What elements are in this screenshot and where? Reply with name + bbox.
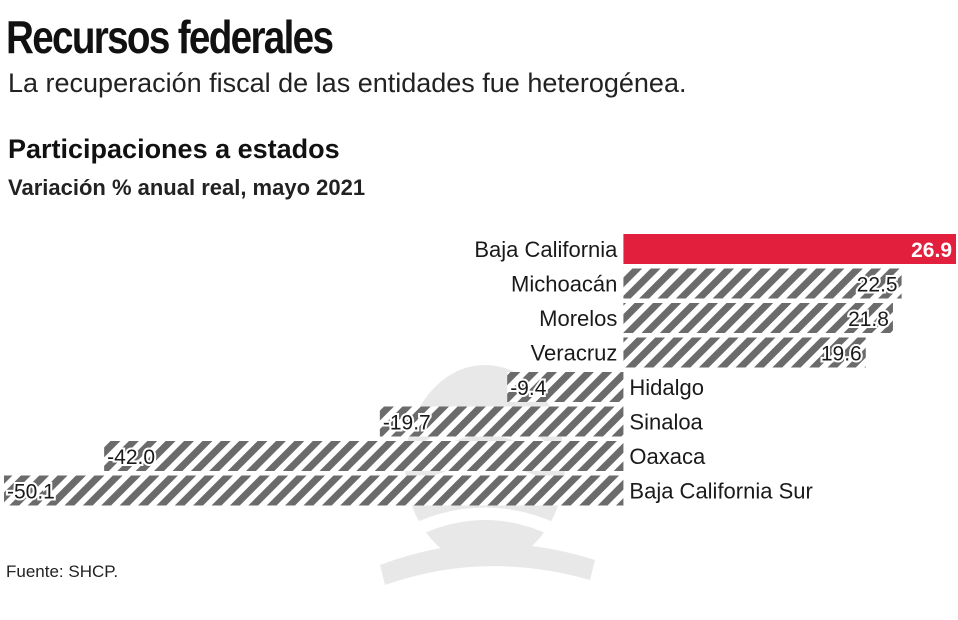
bar-baja-california-sur (4, 475, 624, 506)
value-label: -19.7 (383, 412, 431, 435)
category-label: Baja California Sur (629, 479, 812, 504)
bar-michoacán (623, 268, 902, 299)
value-label: -50.1 (7, 481, 55, 504)
category-label: Baja California (474, 237, 618, 262)
value-label: -9.4 (510, 377, 547, 400)
category-label: Sinaloa (629, 410, 703, 435)
category-label: Hidalgo (629, 375, 704, 400)
category-label: Veracruz (531, 341, 618, 366)
source-note: Fuente: SHCP. (6, 562, 119, 581)
bar-oaxaca (104, 441, 624, 471)
value-label: 22.5 (857, 274, 898, 297)
bar-veracruz (623, 337, 866, 368)
page-title: Recursos federales (6, 11, 334, 63)
page-subtitle: La recuperación fiscal de las entidades … (8, 68, 687, 98)
value-label: -42.0 (107, 446, 155, 469)
category-label: Michoacán (511, 272, 617, 297)
bar-baja-california (623, 234, 956, 264)
value-label: 26.9 (911, 239, 952, 262)
bar-hidalgo (507, 372, 624, 402)
chart-subtitle: Variación % anual real, mayo 2021 (8, 175, 366, 200)
category-label: Oaxaca (629, 444, 706, 469)
bar-sinaloa (379, 406, 624, 437)
value-label: 21.8 (848, 308, 889, 331)
chart-title: Participaciones a estados (8, 134, 340, 164)
bar-morelos (623, 303, 893, 333)
category-label: Morelos (539, 306, 617, 331)
value-label: 19.6 (821, 343, 862, 366)
